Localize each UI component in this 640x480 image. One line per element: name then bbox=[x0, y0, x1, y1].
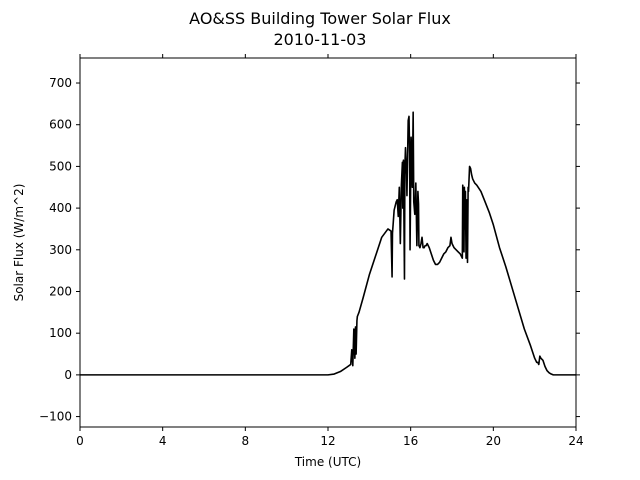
x-tick-label: 8 bbox=[242, 434, 250, 448]
x-tick-label: 16 bbox=[403, 434, 418, 448]
x-tick-label: 4 bbox=[159, 434, 167, 448]
y-tick-label: 200 bbox=[49, 284, 72, 298]
y-tick-label: 300 bbox=[49, 243, 72, 257]
chart-title: AO&SS Building Tower Solar Flux bbox=[189, 9, 451, 28]
x-tick-label: 24 bbox=[568, 434, 583, 448]
y-tick-label: 400 bbox=[49, 201, 72, 215]
plot-frame bbox=[79, 57, 577, 428]
y-tick-label: 0 bbox=[64, 368, 72, 382]
chart-subtitle: 2010-11-03 bbox=[274, 30, 367, 49]
y-tick-label: 600 bbox=[49, 118, 72, 132]
y-tick-label: 500 bbox=[49, 159, 72, 173]
y-axis-label: Solar Flux (W/m^2) bbox=[12, 184, 26, 302]
x-tick-label: 0 bbox=[76, 434, 84, 448]
y-tick-label: 700 bbox=[49, 76, 72, 90]
axis-ticks: 0 4 8 12 16 20 24 −100 0 100 200 300 400 500 600 700 bbox=[39, 54, 584, 448]
x-tick-label: 12 bbox=[320, 434, 335, 448]
x-tick-label: 20 bbox=[486, 434, 501, 448]
plot-area bbox=[80, 111, 576, 376]
x-axis-label: Time (UTC) bbox=[294, 455, 361, 469]
y-tick-label: −100 bbox=[39, 410, 72, 424]
series-line-0 bbox=[80, 111, 576, 376]
y-tick-label: 100 bbox=[49, 326, 72, 340]
